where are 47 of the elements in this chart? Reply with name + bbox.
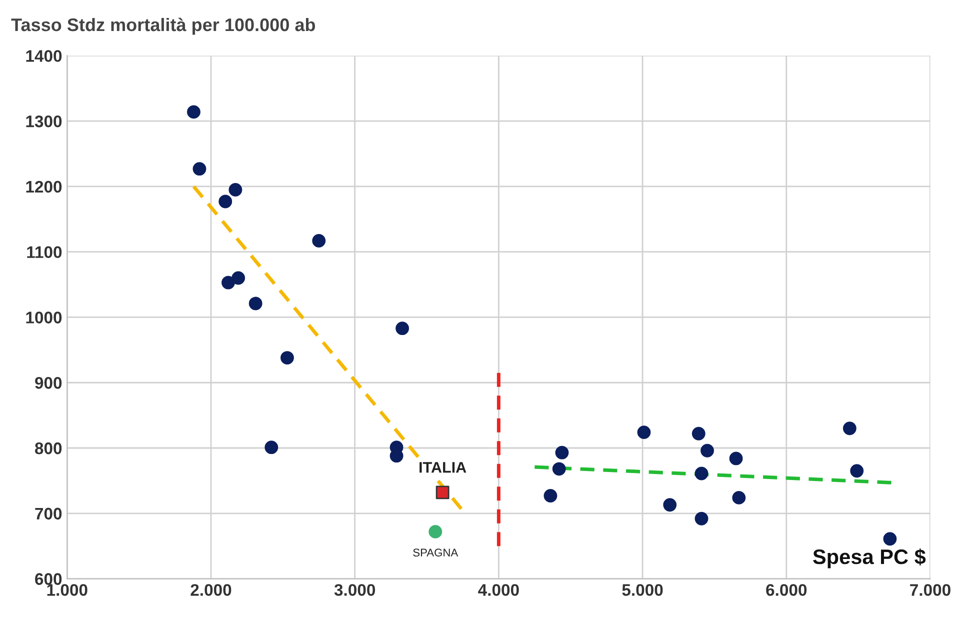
point [842,422,856,436]
point [663,498,677,512]
point [732,490,746,504]
y-tick-label: 700 [35,508,62,520]
point [555,446,569,460]
y-axis-title: Tasso Stdz mortalità per 100.000 ab [11,18,316,35]
point [692,426,706,440]
point [850,464,864,478]
point [192,162,206,176]
annotation: SPAGNA [413,548,458,557]
y-tick-label: 900 [35,377,62,389]
y-tick-label: 1100 [27,246,62,258]
x-axis-title: Spesa PC $ [813,548,926,568]
x-tick-label: 4.000 [478,584,519,596]
point [729,452,743,466]
point [883,532,897,546]
point [428,524,442,538]
point [232,271,246,285]
point [280,351,294,364]
y-tick-label: 800 [34,442,62,454]
point [637,426,651,440]
point [222,276,235,290]
x-tick-label: 2.000 [190,584,232,596]
x-tick-label: 3.000 [334,584,376,596]
point [552,462,566,476]
y-tick-label: 1200 [26,180,62,193]
point [228,183,242,196]
y-tick-label: 1400 [26,50,62,62]
x-tick-label: 1.000 [47,584,88,596]
point [544,489,558,502]
point [436,486,450,500]
x-tick-label: 7.000 [910,584,950,596]
annotation: ITALIA [420,462,466,473]
point [218,194,232,208]
x-tick-label: 6.000 [766,584,807,596]
point [187,105,200,119]
x-tick-label: 5.000 [622,584,663,596]
point [694,466,708,480]
point [700,444,714,458]
point [312,234,326,248]
y-tick-label: 1000 [26,312,62,324]
point [694,512,708,526]
y-tick-label: 1300 [26,115,62,128]
y-tick-label: 600 [35,573,62,585]
point [396,322,410,336]
point [248,296,262,310]
point [264,440,278,454]
